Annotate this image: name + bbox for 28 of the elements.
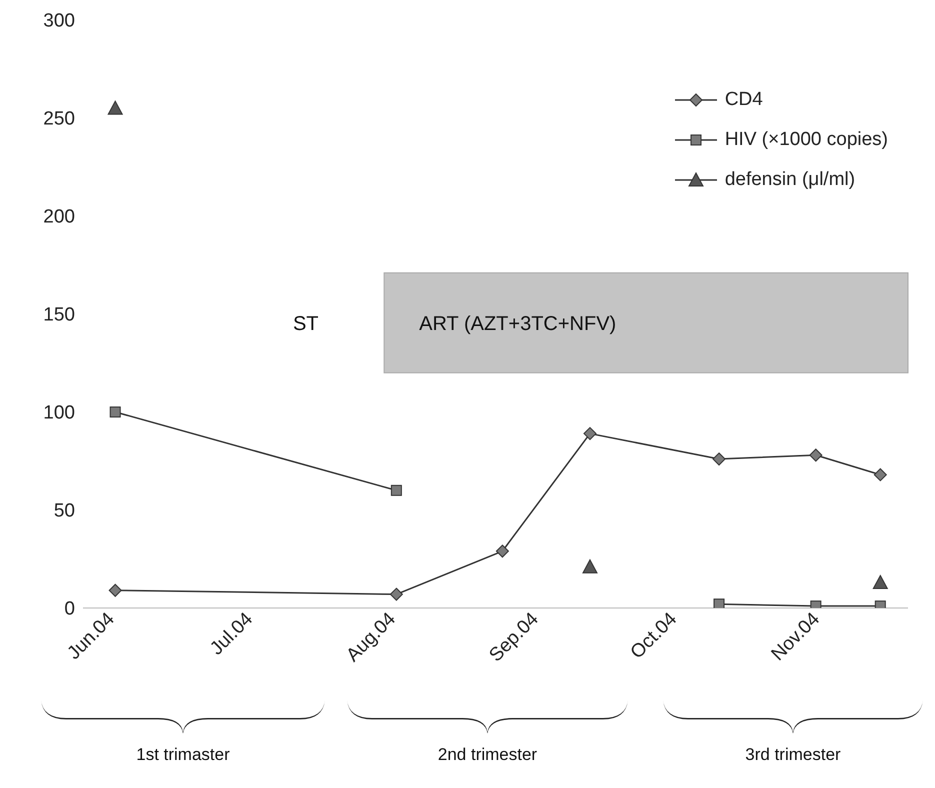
- y-tick-label: 150: [43, 304, 75, 326]
- annotation: ART (AZT+3TC+NFV): [419, 312, 616, 335]
- legend-label: defensin (μl/ml): [724, 169, 856, 191]
- y-tick-label: 100: [43, 402, 75, 424]
- point: [496, 544, 509, 558]
- point: [108, 100, 123, 115]
- point: [874, 468, 887, 482]
- point: [712, 452, 726, 466]
- point: [390, 484, 402, 496]
- point: [583, 427, 596, 440]
- annotation: ST: [292, 312, 319, 335]
- y-tick-label: 50: [54, 500, 75, 522]
- point: [390, 588, 403, 601]
- y-tick-label: 0: [64, 598, 75, 620]
- text: 1st trimaster: [136, 745, 230, 764]
- text: 3rd trimester: [745, 745, 842, 764]
- point: [809, 448, 822, 462]
- y-tick-label: 250: [43, 108, 75, 130]
- y-tick-label: 300: [43, 10, 75, 32]
- text: 2nd trimester: [438, 745, 538, 764]
- point: [582, 559, 598, 574]
- legend-label: HIV (×1000 copies): [724, 129, 888, 151]
- point: [872, 575, 888, 590]
- y-tick-label: 200: [43, 206, 75, 228]
- point: [714, 598, 725, 608]
- legend-label: CD4: [724, 89, 763, 111]
- point: [108, 584, 122, 597]
- point: [110, 406, 121, 418]
